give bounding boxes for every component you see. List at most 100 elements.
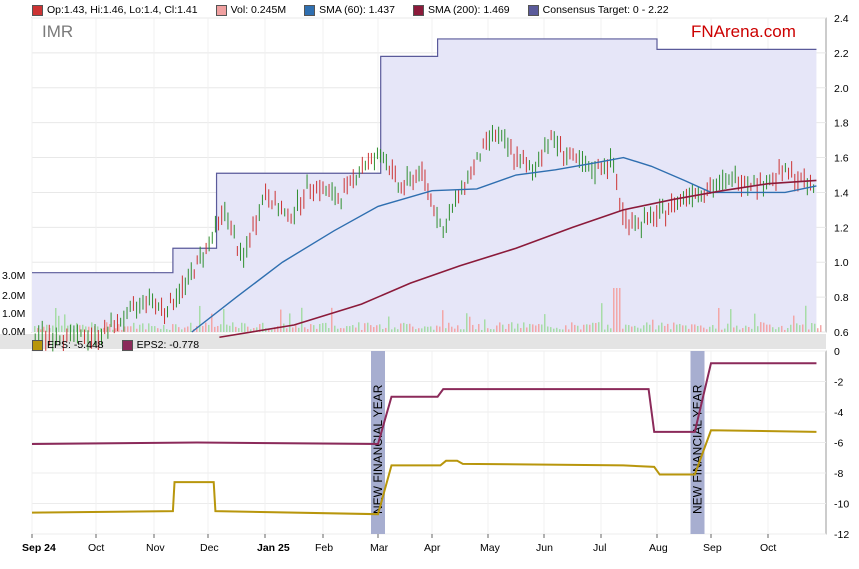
volume-bar — [811, 323, 813, 332]
price-tick-label: 1.2 — [834, 222, 849, 234]
volume-bar — [487, 328, 489, 332]
volume-bar — [700, 325, 702, 332]
volume-bar — [421, 328, 423, 332]
volume-bar — [160, 328, 162, 332]
volume-bar — [544, 314, 546, 332]
volume-bar — [148, 323, 150, 332]
price-tick-label: 2.2 — [834, 48, 849, 60]
volume-bar — [652, 319, 654, 332]
volume-bar — [679, 323, 681, 332]
volume-bar — [313, 325, 315, 332]
volume-bar — [247, 326, 249, 332]
new-financial-year-label: NEW FINANCIAL YEAR — [371, 384, 385, 514]
volume-bar — [571, 322, 573, 332]
volume-bar — [169, 329, 171, 332]
volume-bar — [601, 303, 603, 332]
volume-bar — [718, 307, 720, 332]
volume-bar — [37, 328, 39, 332]
volume-bar — [649, 324, 651, 332]
volume-bar — [613, 288, 615, 332]
volume-bar — [520, 328, 522, 332]
volume-bar — [775, 329, 777, 332]
eps-tick-label: -2 — [834, 377, 843, 389]
legend-sma200-label: SMA (200): 1.469 — [427, 4, 510, 16]
volume-bar — [553, 328, 555, 332]
volume-bar — [274, 327, 276, 332]
legend-ohlc: Op:1.43, Hi:1.46, Lo:1.4, Cl:1.41 — [32, 4, 198, 16]
volume-bar — [817, 328, 819, 332]
volume-bar — [721, 329, 723, 332]
volume-bar — [658, 325, 660, 332]
volume-bar — [670, 329, 672, 332]
volume-bar — [235, 326, 237, 332]
volume-bar — [778, 327, 780, 332]
legend-eps2-label: EPS2: -0.778 — [136, 339, 200, 351]
volume-bar — [550, 327, 552, 332]
volume-bar — [262, 322, 264, 332]
volume-bar — [472, 324, 474, 332]
volume-bar — [748, 327, 750, 332]
volume-bar — [730, 309, 732, 332]
volume-bar — [562, 329, 564, 332]
volume-bar — [493, 329, 495, 332]
volume-bar — [301, 307, 303, 332]
volume-bar — [112, 329, 114, 332]
volume-bar — [766, 324, 768, 332]
volume-bar — [157, 328, 159, 332]
x-tick-label: Nov — [146, 542, 165, 554]
volume-bar — [385, 327, 387, 332]
volume-bar — [79, 325, 81, 332]
volume-bar — [250, 329, 252, 332]
volume-bar — [760, 322, 762, 332]
volume-bar — [517, 323, 519, 332]
sma200-line — [219, 179, 817, 339]
volume-bar — [205, 322, 207, 332]
volume-bar — [661, 322, 663, 332]
volume-bar — [310, 324, 312, 332]
volume-bar — [451, 326, 453, 332]
price-tick-label: 1.6 — [834, 153, 849, 165]
volume-bar — [343, 328, 345, 332]
volume-bar — [637, 327, 639, 332]
volume-bar — [214, 326, 216, 332]
volume-bar — [34, 326, 36, 332]
volume-bar — [460, 329, 462, 332]
volume-bar — [376, 325, 378, 332]
volume-bar — [331, 307, 333, 332]
volume-bar — [58, 315, 60, 332]
legend-sma200: SMA (200): 1.469 — [412, 4, 510, 16]
x-tick-label: Jul — [593, 542, 606, 554]
volume-bar — [220, 324, 222, 332]
volume-bar — [241, 322, 243, 332]
volume-bar — [733, 327, 735, 332]
eps-tick-label: -4 — [834, 407, 843, 419]
eps-tick-label: -12 — [834, 529, 849, 541]
volume-bar — [397, 329, 399, 332]
volume-bar — [67, 325, 69, 332]
volume-bar — [772, 327, 774, 332]
eps-legend: EPS: -5.448 EPS2: -0.778 — [32, 338, 199, 352]
price-tick-label: 0.8 — [834, 292, 849, 304]
volume-bar — [739, 329, 741, 332]
volume-bar — [433, 329, 435, 332]
volume-bar — [577, 325, 579, 332]
volume-bar — [511, 322, 513, 332]
x-tick-label: Apr — [424, 542, 441, 554]
volume-bar — [139, 324, 141, 332]
volume-bar — [208, 324, 210, 332]
volume-bar — [316, 328, 318, 332]
eps-tick-label: 0 — [834, 346, 840, 358]
volume-bar — [358, 322, 360, 332]
volume-bar — [787, 328, 789, 332]
price-tick-label: 1.4 — [834, 187, 849, 199]
volume-bar — [610, 328, 612, 332]
volume-bar — [619, 288, 621, 332]
volume-bar — [586, 324, 588, 332]
volume-bar — [673, 322, 675, 332]
volume-bar — [319, 323, 321, 332]
volume-bar — [490, 329, 492, 332]
volume-bar — [349, 326, 351, 332]
volume-bar — [46, 324, 48, 332]
volume-bar — [238, 328, 240, 332]
